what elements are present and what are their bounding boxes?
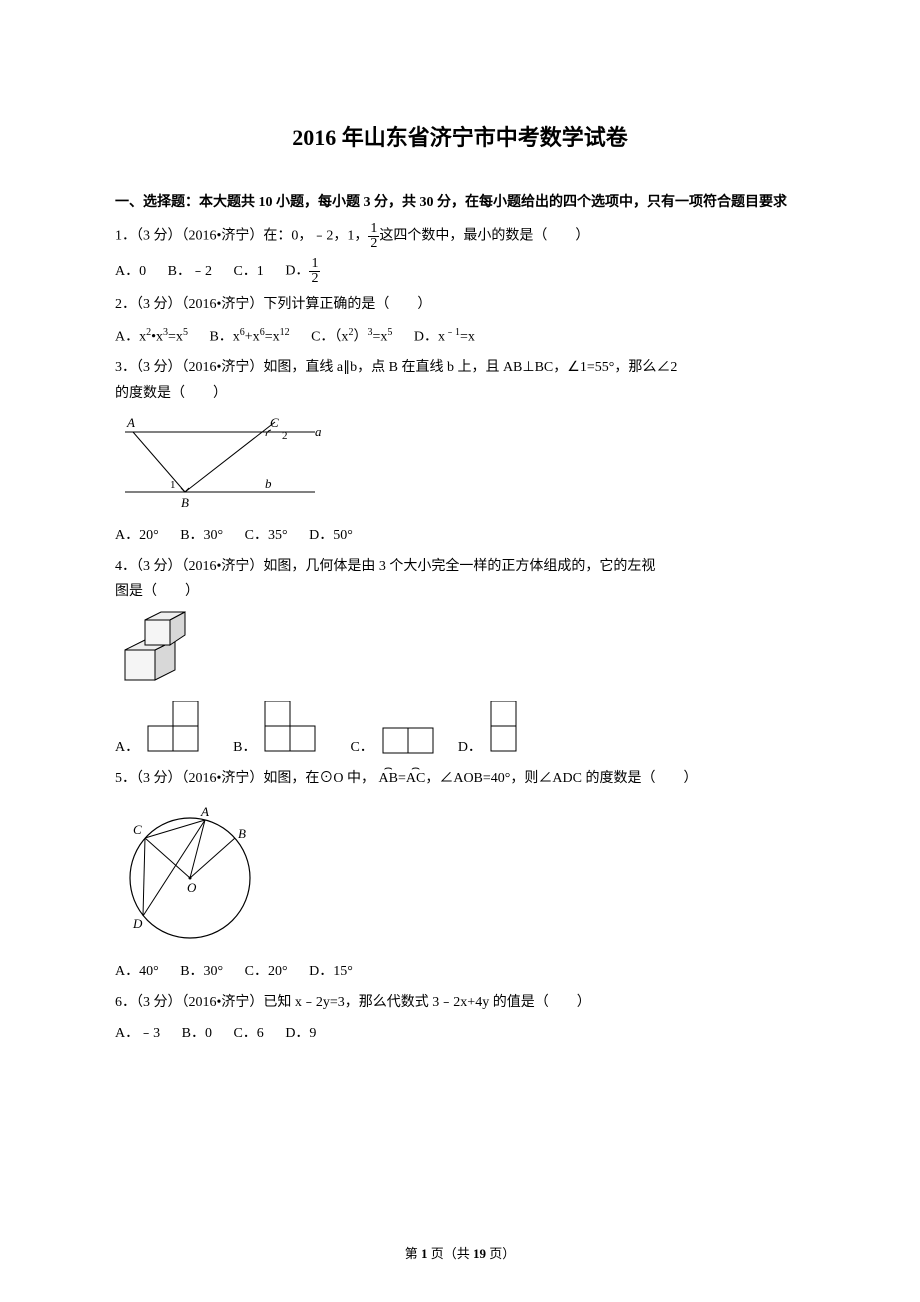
q4-line1: 4．（3 分）（2016•济宁）如图，几何体是由 3 个大小完全一样的正方体组成…: [115, 554, 805, 579]
q4-optC: C．: [350, 726, 437, 756]
question-4: 4．（3 分）（2016•济宁）如图，几何体是由 3 个大小完全一样的正方体组成…: [115, 554, 805, 604]
optC-pre: C．（x: [311, 329, 348, 344]
q1-pre: 1．（3 分）（2016•济宁）在：0，﹣2，1，: [115, 229, 368, 244]
q4-line2: 图是（ ）: [115, 579, 805, 604]
svg-text:C: C: [133, 822, 142, 837]
q4-optB: B．: [233, 701, 330, 756]
q6-optB: B．0: [182, 1021, 212, 1046]
label-1: 1: [170, 479, 176, 491]
section-header: 一、选择题：本大题共 10 小题，每小题 3 分，共 30 分，在每小题给出的四…: [115, 192, 805, 214]
q1-options: A．0 B．﹣2 C．1 D．12: [115, 257, 805, 286]
optA-label: A．: [115, 736, 139, 756]
q3-optC: C．35°: [245, 523, 288, 548]
q5-eq: =: [398, 771, 406, 786]
optA-pre: A．x: [115, 329, 146, 344]
page-footer: 第 1 页（共 19 页）: [0, 1243, 920, 1262]
optD-frac: 12: [309, 257, 320, 286]
frac-den: 2: [309, 272, 320, 286]
question-1: 1．（3 分）（2016•济宁）在：0，﹣2，1，12这四个数中，最小的数是（ …: [115, 222, 805, 251]
label-B: B: [181, 495, 189, 510]
svg-text:B: B: [238, 826, 246, 841]
optD-label: D．: [458, 736, 482, 756]
q2-optA: A．x2•x3=x5: [115, 324, 188, 350]
footer-post: 页）: [486, 1246, 515, 1261]
q6-optC: C．6: [233, 1021, 263, 1046]
label-2: 2: [282, 430, 288, 442]
q5-diagram: A B C D O: [115, 798, 805, 953]
optB-pre: B．x: [209, 329, 239, 344]
q3-line1: 3．（3 分）（2016•济宁）如图，直线 a∥b，点 B 在直线 b 上，且 …: [115, 355, 805, 380]
q2-optC: C．（x2）3=x5: [311, 324, 392, 350]
svg-text:A: A: [200, 804, 209, 819]
q4-optD: D．: [458, 701, 521, 756]
q5-optB: B．30°: [180, 959, 223, 984]
frac-num: 1: [309, 257, 320, 272]
q2-options: A．x2•x3=x5 B．x6+x6=x12 C．（x2）3=x5 D．x﹣1=…: [115, 324, 805, 350]
optC-label: C．: [350, 736, 373, 756]
q5-pre: 5．（3 分）（2016•济宁）如图，在⊙O 中，: [115, 771, 375, 786]
question-5: 5．（3 分）（2016•济宁）如图，在⊙O 中， AB=AC，∠AOB=40°…: [115, 766, 805, 791]
q3-optB: B．30°: [180, 523, 223, 548]
q3-diagram: A C B a b 1 2: [115, 412, 805, 517]
optD-pre: D．: [285, 264, 309, 279]
q3-optA: A．20°: [115, 523, 159, 548]
page-title: 2016 年山东省济宁市中考数学试卷: [115, 120, 805, 152]
q5-arc2: AC: [406, 766, 425, 791]
q5-options: A．40° B．30° C．20° D．15°: [115, 959, 805, 984]
q4-options: A． B． C． D．: [115, 701, 805, 756]
footer-total: 19: [473, 1246, 486, 1261]
footer-pre: 第: [405, 1246, 421, 1261]
q5-post: ，∠AOB=40°，则∠ADC 的度数是（ ）: [425, 771, 697, 786]
q1-optD: D．12: [285, 257, 320, 286]
q2-optB: B．x6+x6=x12: [209, 324, 289, 350]
svg-text:O: O: [187, 880, 197, 895]
label-C: C: [270, 415, 279, 430]
q3-optD: D．50°: [309, 523, 353, 548]
q1-post: 这四个数中，最小的数是（ ）: [379, 229, 589, 244]
q5-optA: A．40°: [115, 959, 159, 984]
q4-optA: A．: [115, 701, 213, 756]
question-2: 2．（3 分）（2016•济宁）下列计算正确的是（ ）: [115, 292, 805, 317]
question-3: 3．（3 分）（2016•济宁）如图，直线 a∥b，点 B 在直线 b 上，且 …: [115, 355, 805, 405]
label-A: A: [126, 415, 135, 430]
question-6: 6．（3 分）（2016•济宁）已知 x﹣2y=3，那么代数式 3﹣2x+4y …: [115, 990, 805, 1015]
q6-options: A．﹣3 B．0 C．6 D．9: [115, 1021, 805, 1046]
q2-optD: D．x﹣1=x: [414, 324, 475, 350]
q1-optC: C．1: [233, 259, 263, 284]
optD-pre: D．x: [414, 329, 445, 344]
q6-optD: D．9: [285, 1021, 316, 1046]
q1-optB: B．﹣2: [168, 259, 212, 284]
label-a: a: [315, 424, 322, 439]
optB-label: B．: [233, 736, 256, 756]
q5-arc1: AB: [379, 766, 398, 791]
q4-diagram: [115, 610, 805, 695]
footer-mid: 页（共: [427, 1246, 473, 1261]
q1-optA: A．0: [115, 259, 146, 284]
q3-line2: 的度数是（ ）: [115, 381, 805, 406]
q1-frac: 12: [368, 222, 379, 251]
q6-optA: A．﹣3: [115, 1021, 160, 1046]
frac-den: 2: [368, 237, 379, 251]
svg-text:D: D: [132, 916, 143, 931]
label-b: b: [265, 476, 272, 491]
q5-optC: C．20°: [245, 959, 288, 984]
frac-num: 1: [368, 222, 379, 237]
q3-options: A．20° B．30° C．35° D．50°: [115, 523, 805, 548]
q5-optD: D．15°: [309, 959, 353, 984]
